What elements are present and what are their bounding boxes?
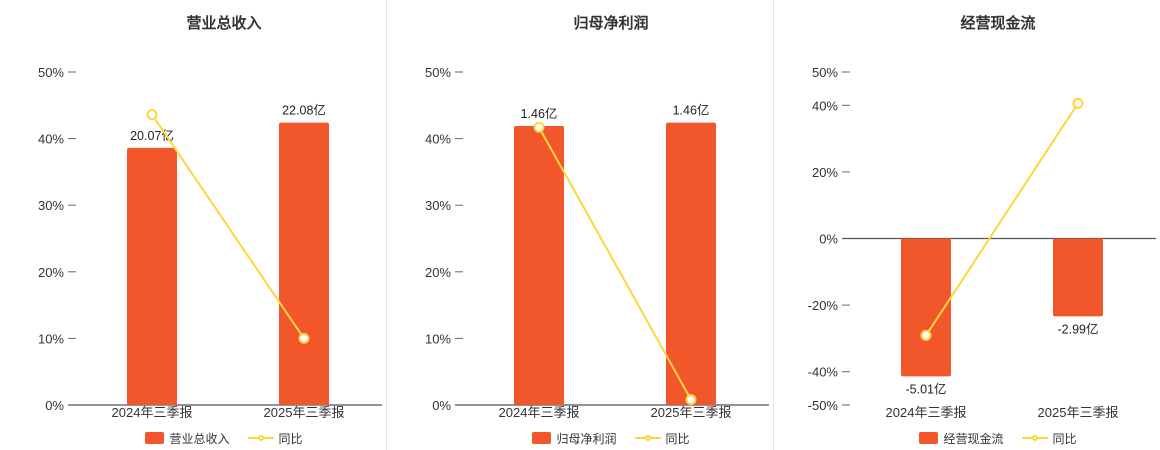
legend-label-line: 同比: [1052, 431, 1077, 446]
category-label: 2025年三季报: [651, 405, 732, 420]
line-series-swatch-icon: [634, 432, 661, 444]
bar-series-swatch-icon: [919, 432, 939, 444]
legend-item-revenue-bar[interactable]: 营业总收入: [145, 430, 230, 447]
trend-point[interactable]: [298, 332, 310, 344]
category-label: 2024年三季报: [112, 405, 193, 420]
legend-item-net-profit-bar[interactable]: 归母净利润: [532, 430, 617, 447]
bar-value-label: 22.08亿: [282, 103, 326, 118]
legend-label-bar: 归母净利润: [556, 431, 617, 446]
trend-point[interactable]: [920, 329, 932, 341]
y-axis-label: 20%: [38, 265, 64, 280]
bar-value-label: -2.99亿: [1058, 321, 1099, 336]
y-axis-label: 0%: [432, 398, 451, 413]
bar-series-swatch-icon: [145, 432, 165, 444]
chart-title-net-profit: 归母净利润: [573, 15, 649, 32]
y-axis-label: 20%: [425, 265, 451, 280]
trend-point[interactable]: [1072, 97, 1084, 109]
trend-line: [538, 126, 692, 401]
legend-item-cash-flow-bar[interactable]: 经营现金流: [919, 430, 1004, 447]
category-label: 2024年三季报: [886, 405, 967, 420]
trend-line: [925, 102, 1079, 336]
y-axis-label: 50%: [812, 65, 838, 80]
y-axis-label: 30%: [38, 198, 64, 213]
chart-plot-net-profit: 50% 40% 30% 20% 10% 0% 1.46亿 1.46亿 2024年三季报 2025年…: [425, 65, 769, 420]
y-axis-label: 20%: [812, 165, 838, 180]
trend-line: [151, 114, 305, 339]
bar-value-label: 1.46亿: [673, 103, 710, 118]
chart-panel-cash-flow: 经营现金流 50% 40% 20% 0% -20% -40% -50% -5.01亿 -2.99…: [773, 0, 1160, 450]
y-axis-label: 10%: [425, 331, 451, 346]
bar[interactable]: [127, 147, 177, 405]
y-axis-label: 50%: [38, 65, 64, 80]
bar-value-label: -5.01亿: [906, 381, 947, 396]
y-axis-label: 0%: [45, 398, 64, 413]
chart-legend-cash-flow: 经营现金流 同比: [774, 426, 1160, 450]
trend-point[interactable]: [146, 109, 158, 121]
y-axis-label: 50%: [425, 65, 451, 80]
category-label: 2025年三季报: [1038, 405, 1119, 420]
chart-title-cash-flow: 经营现金流: [960, 15, 1036, 32]
chart-plot-cash-flow: 50% 40% 20% 0% -20% -40% -50% -5.01亿 -2.99亿 2024年…: [808, 65, 1156, 420]
y-axis-label: 10%: [38, 331, 64, 346]
bar-series-swatch-icon: [532, 432, 552, 444]
chart-panel-revenue: 营业总收入 50% 40% 30% 20% 10% 0% 20.07亿 22.08亿 2024年…: [0, 0, 386, 450]
legend-item-cash-flow-line[interactable]: 同比: [1021, 430, 1077, 447]
chart-legend-revenue: 营业总收入 同比: [0, 426, 386, 450]
y-axis-label: -20%: [808, 298, 839, 313]
bar[interactable]: [901, 238, 951, 377]
legend-label-bar: 经营现金流: [943, 431, 1004, 446]
legend-label-line: 同比: [278, 431, 303, 446]
bar[interactable]: [279, 122, 329, 405]
legend-item-net-profit-line[interactable]: 同比: [634, 430, 690, 447]
line-swatch-dot: [257, 435, 264, 441]
chart-legend-net-profit: 归母净利润 同比: [387, 426, 773, 450]
bar[interactable]: [1053, 238, 1103, 317]
y-axis-label: 0%: [819, 232, 838, 247]
legend-label-bar: 营业总收入: [169, 431, 230, 446]
y-axis-label: 40%: [425, 132, 451, 147]
y-axis-label: 40%: [38, 132, 64, 147]
y-axis-label: 40%: [812, 98, 838, 113]
bar[interactable]: [666, 122, 716, 405]
chart-panel-net-profit: 归母净利润 50% 40% 30% 20% 10% 0% 1.46亿 1.46亿 2024年三季…: [386, 0, 773, 450]
line-series-swatch-icon: [1021, 432, 1048, 444]
bar-value-label: 1.46亿: [521, 106, 558, 121]
line-swatch-dot: [1031, 435, 1038, 441]
legend-label-line: 同比: [665, 431, 690, 446]
legend-item-revenue-line[interactable]: 同比: [247, 430, 303, 447]
y-axis-label: -40%: [808, 365, 839, 380]
line-series-swatch-icon: [247, 432, 274, 444]
y-axis-label: 30%: [425, 198, 451, 213]
bar[interactable]: [514, 125, 564, 406]
line-swatch-dot: [644, 435, 651, 441]
trend-point[interactable]: [533, 121, 545, 133]
y-axis-label: -50%: [808, 398, 839, 413]
category-label: 2025年三季报: [264, 405, 345, 420]
trend-point[interactable]: [685, 394, 697, 406]
chart-title-revenue: 营业总收入: [186, 15, 262, 32]
category-label: 2024年三季报: [499, 405, 580, 420]
